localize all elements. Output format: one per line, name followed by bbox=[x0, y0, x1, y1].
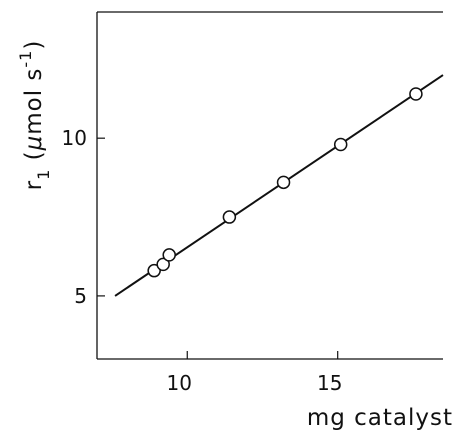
y-axis-label-mu: μ bbox=[21, 135, 47, 152]
data-points bbox=[147, 87, 423, 278]
y-axis-label-prefix: r bbox=[21, 180, 47, 190]
x-tick-label-0: 10 bbox=[167, 371, 192, 395]
axes bbox=[96, 11, 443, 360]
y-axis-label-unit: mol s bbox=[21, 68, 47, 135]
y-tick-label-0: 5 bbox=[74, 284, 87, 308]
data-point-2 bbox=[162, 248, 176, 262]
data-point-1 bbox=[156, 257, 170, 272]
y-tick-label-1: 10 bbox=[62, 126, 87, 150]
y-axis-label-subscript: 1 bbox=[34, 169, 53, 180]
y-axis-label-close: ) bbox=[21, 40, 47, 50]
y-axis-label-open: ( bbox=[21, 150, 47, 168]
data-point-5 bbox=[333, 137, 348, 152]
x-tick-label-1: 15 bbox=[317, 371, 342, 395]
ticks: 10 15 5 10 bbox=[62, 126, 343, 395]
data-point-6 bbox=[409, 87, 423, 101]
y-axis-label: r1 (μmol s-1) bbox=[16, 40, 53, 191]
y-axis-label-exponent: -1 bbox=[16, 50, 35, 68]
x-axis-label: mg catalyst bbox=[307, 405, 453, 431]
data-point-4 bbox=[276, 175, 291, 190]
data-point-0 bbox=[147, 263, 161, 278]
data-point-3 bbox=[222, 210, 237, 224]
